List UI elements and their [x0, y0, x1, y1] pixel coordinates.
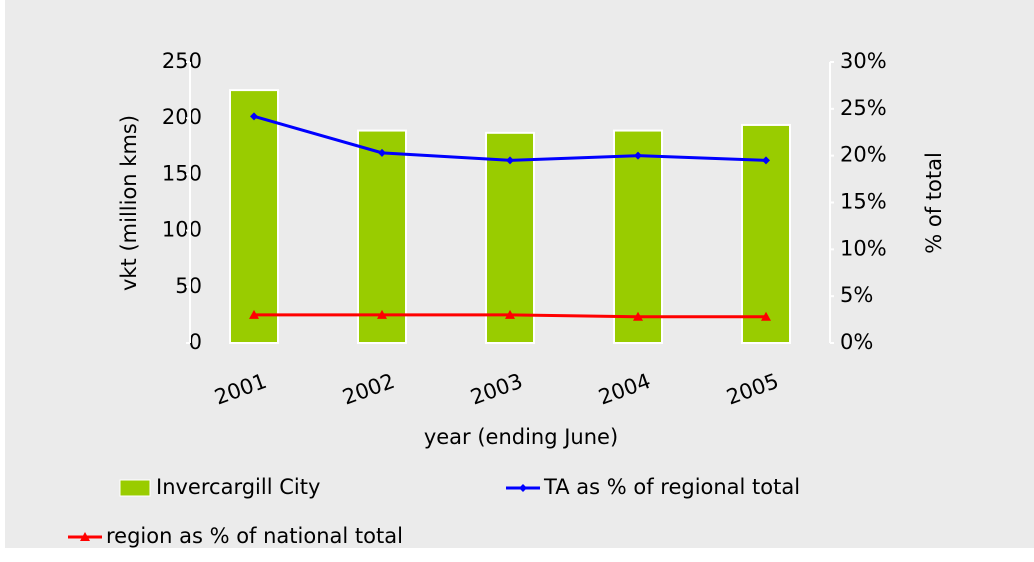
- y2-tick-label: 30%: [840, 49, 887, 73]
- point: [250, 112, 258, 121]
- y2-tick-label: 10%: [840, 236, 887, 260]
- point: [377, 309, 387, 319]
- y-axis-label: vkt (million kms): [117, 115, 141, 291]
- y-tick-label: 250: [162, 49, 202, 73]
- point: [634, 151, 642, 160]
- point: [633, 311, 643, 321]
- legend-swatch: [119, 479, 151, 497]
- legend-label: region as % of national total: [106, 524, 403, 548]
- legend-marker: [519, 484, 527, 492]
- y2-tick-label: 5%: [840, 283, 873, 307]
- point: [762, 156, 770, 165]
- legend-marker: [80, 532, 90, 541]
- y2-axis-label: % of total: [922, 152, 946, 254]
- point: [761, 311, 771, 321]
- point: [505, 309, 515, 319]
- point: [506, 156, 514, 165]
- y-tick-label: 200: [162, 105, 202, 129]
- x-axis-label: year (ending June): [424, 425, 618, 449]
- y2-tick-label: 20%: [840, 143, 887, 167]
- bar: [229, 89, 279, 344]
- bar: [357, 129, 407, 344]
- point: [249, 309, 259, 319]
- y-tick-label: 150: [162, 161, 202, 185]
- bar: [485, 131, 535, 344]
- y2-tick-label: 25%: [840, 96, 887, 120]
- point: [378, 148, 386, 157]
- y2-tick-label: 0%: [840, 330, 873, 354]
- y-tick-label: 100: [162, 218, 202, 242]
- legend-label: Invercargill City: [156, 475, 320, 499]
- y2-tick-label: 15%: [840, 190, 887, 214]
- bar: [613, 129, 663, 344]
- y-tick-label: 0: [189, 330, 202, 354]
- legend-label: TA as % of regional total: [543, 475, 800, 499]
